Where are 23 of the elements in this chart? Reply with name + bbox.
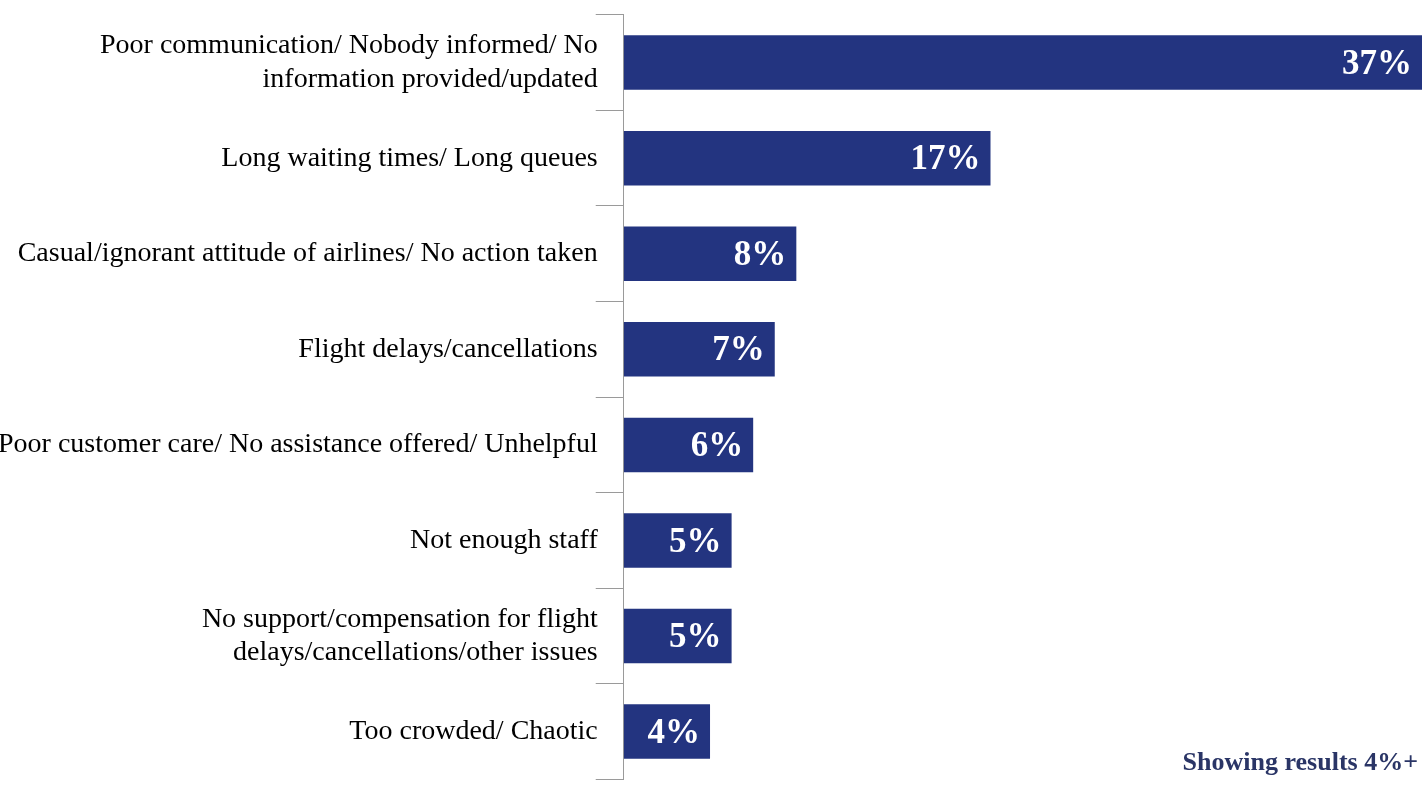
data-label: 6% (690, 424, 744, 464)
data-label: 17% (910, 138, 981, 178)
y-tick-label: Not enough staff (410, 522, 599, 554)
data-label: 37% (1342, 42, 1412, 82)
bar (623, 35, 1422, 90)
data-label: 7% (712, 329, 765, 369)
data-label: 8% (733, 233, 787, 273)
y-tick-label: Poor communication/ Nobody informed/ No information provided/updated (100, 28, 598, 93)
bar (623, 322, 775, 377)
data-label: 5% (669, 520, 722, 560)
data-label: 4% (647, 711, 701, 751)
data-label: 5% (669, 616, 722, 656)
y-tick-label: Long waiting times/ Long queues (221, 140, 598, 172)
y-tick-label: No support/compensation for flight delays/cancellations/other issues (201, 601, 598, 667)
annotation: Showing results 4%+ (1182, 746, 1418, 776)
y-tick-label: Too crowded/ Chaotic (349, 713, 598, 745)
y-tick-label: Casual/ignorant attitude of airlines/ No action taken (17, 236, 598, 268)
bar (623, 417, 754, 473)
y-tick-label: Flight delays/cancellations (298, 331, 598, 363)
bar (623, 226, 797, 281)
bar (623, 608, 732, 664)
bar (623, 130, 991, 186)
bar (623, 513, 732, 568)
